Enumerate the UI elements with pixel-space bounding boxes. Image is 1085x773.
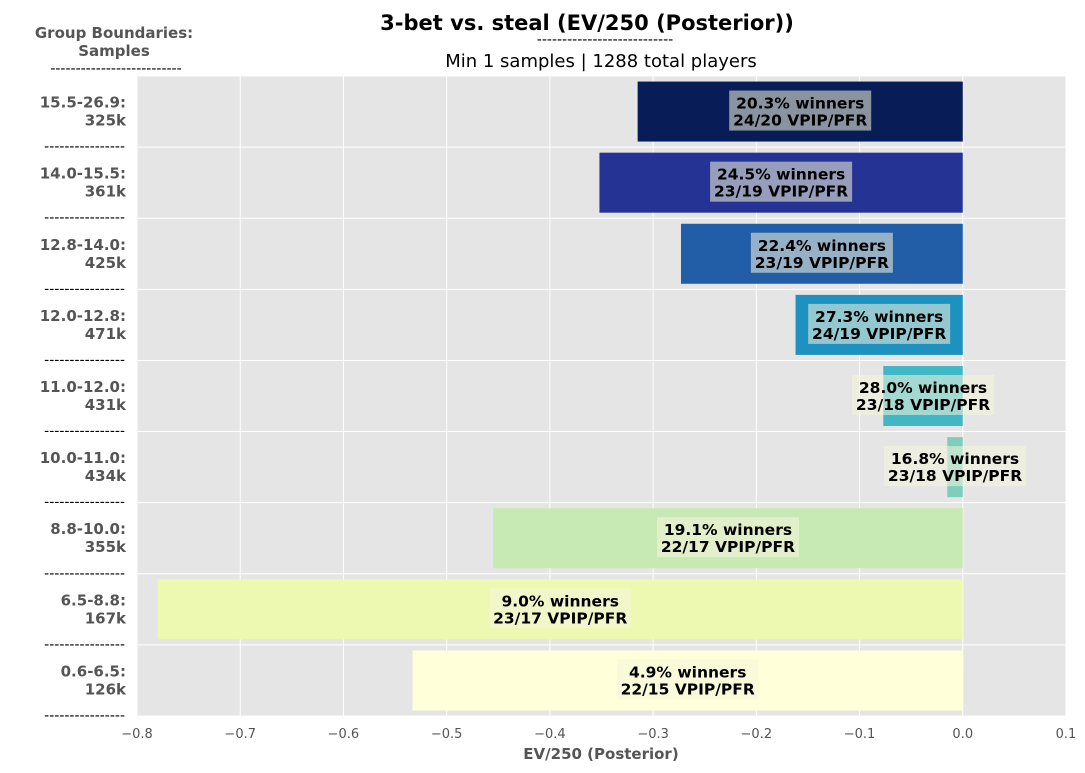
y-group-samples: 325k [85, 112, 127, 130]
bar-label-box [884, 446, 1027, 487]
bar-label-box [750, 232, 893, 273]
y-group-range: 6.5-8.8: [61, 591, 126, 609]
samples-label: Samples [78, 42, 150, 60]
y-group-range: 14.0-15.5: [40, 165, 126, 183]
bar-label-box [729, 90, 872, 131]
bar-winners-label: 16.8% winners [891, 450, 1019, 468]
group-separator: ---------------- [44, 708, 125, 724]
bar-vpip-label: 22/15 VPIP/PFR [621, 680, 755, 698]
corner-divider: -------------------------- [50, 61, 181, 77]
y-group-samples: 355k [85, 538, 127, 556]
x-tick-label: −0.1 [844, 727, 876, 742]
x-axis-ticks: −0.8 −0.7 −0.6 −0.5 −0.4 −0.3 −0.2 −0.1 0.0 0.1 [121, 727, 1076, 742]
bar-label-box [710, 161, 853, 202]
y-group-samples: 167k [85, 609, 127, 627]
bar-winners-label: 27.3% winners [815, 308, 943, 326]
chart-title: 3-bet vs. steal (EV/250 (Posterior)) [380, 11, 794, 35]
x-tick-label: −0.5 [431, 727, 463, 742]
bar-winners-label: 19.1% winners [664, 521, 792, 539]
bar-vpip-label: 23/19 VPIP/PFR [755, 254, 889, 272]
x-tick-label: 0.1 [1056, 727, 1077, 742]
x-tick-label: −0.3 [637, 727, 669, 742]
y-group-range: 12.8-14.0: [40, 236, 126, 254]
bar-winners-label: 22.4% winners [758, 237, 886, 255]
y-group-samples: 361k [85, 183, 127, 201]
x-tick-label: 0.0 [952, 727, 973, 742]
bar-winners-label: 28.0% winners [859, 379, 987, 397]
x-tick-label: −0.6 [328, 727, 360, 742]
bar-vpip-label: 23/18 VPIP/PFR [888, 467, 1022, 485]
group-separator: ---------------- [44, 210, 125, 226]
bar-label-box [852, 375, 995, 415]
group-separator: ---------------- [44, 637, 125, 653]
chart-subtitle: Min 1 samples | 1288 total players [445, 51, 757, 72]
bar-vpip-label: 23/19 VPIP/PFR [714, 183, 848, 201]
x-tick-label: −0.7 [224, 727, 256, 742]
y-group-range: 12.0-12.8: [40, 307, 126, 325]
group-separator: ---------------- [44, 566, 125, 582]
y-group-range: 0.6-6.5: [61, 662, 126, 680]
y-group-samples: 126k [85, 680, 127, 698]
y-group-range: 11.0-12.0: [40, 378, 126, 396]
bar-vpip-label: 23/18 VPIP/PFR [856, 396, 990, 414]
bar-winners-label: 20.3% winners [736, 95, 864, 113]
x-tick-label: −0.8 [121, 727, 153, 742]
bar-label-box [656, 517, 799, 558]
bar-winners-label: 9.0% winners [501, 592, 618, 610]
group-separator: ---------------- [44, 424, 125, 440]
x-tick-label: −0.2 [741, 727, 773, 742]
x-axis-label: EV/250 (Posterior) [523, 745, 678, 763]
bar-vpip-label: 24/19 VPIP/PFR [812, 325, 946, 343]
bar-winners-label: 4.9% winners [629, 663, 746, 681]
bar-vpip-label: 22/17 VPIP/PFR [661, 538, 795, 556]
x-tick-label: −0.4 [534, 727, 566, 742]
y-group-samples: 425k [85, 254, 127, 272]
group-separator: ---------------- [44, 352, 125, 368]
group-separator: ---------------- [44, 139, 125, 155]
bar-winners-label: 24.5% winners [717, 166, 845, 184]
y-axis-labels: 15.5-26.9:325k 14.0-15.5:361k 12.8-14.0:42… [40, 94, 127, 724]
bar-vpip-label: 24/20 VPIP/PFR [733, 112, 867, 130]
bar-vpip-label: 23/17 VPIP/PFR [493, 609, 627, 627]
group-boundaries-label: Group Boundaries: [35, 24, 193, 42]
group-separator: ---------------- [44, 495, 125, 511]
group-separator: ---------------- [44, 281, 125, 297]
y-group-range: 15.5-26.9: [40, 94, 126, 112]
y-group-samples: 434k [85, 467, 127, 485]
title-underline: --------------------------- [537, 32, 673, 48]
y-group-range: 10.0-11.0: [40, 449, 126, 467]
bar-label-box [808, 303, 951, 344]
y-group-samples: 431k [85, 396, 127, 414]
y-group-range: 8.8-10.0: [50, 520, 126, 538]
bar-label-box [616, 659, 759, 700]
bar-label-box [489, 588, 632, 629]
y-group-samples: 471k [85, 325, 127, 343]
